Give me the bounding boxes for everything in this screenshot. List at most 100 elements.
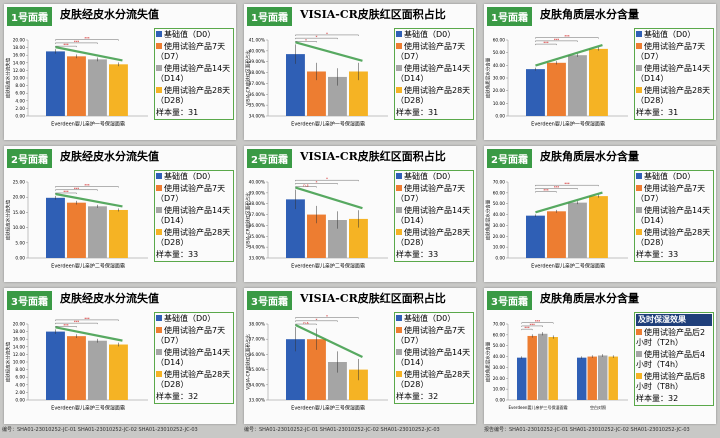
sig-label: *** <box>84 37 90 41</box>
legend-label: 基础值（D0） <box>404 314 456 323</box>
bar <box>349 71 368 116</box>
chart-title: 皮肤角质层水分含量 <box>540 150 639 163</box>
bar <box>589 196 608 258</box>
sig-bracket <box>55 189 98 191</box>
chart: 皮肤角质层水分含量 0.00 10.00 20.00 30.00 40.00 50.00 60… <box>485 180 628 270</box>
legend-swatch <box>156 207 162 213</box>
legend-item: 使用试验产品14天（D14） <box>396 206 472 226</box>
legend: 基础值（D0） 使用试验产品7天（D7） 使用试验产品14天（D14） 使用试验产品2… <box>394 312 474 404</box>
y-axis-label: 皮肤角质层水分含量 <box>485 57 492 98</box>
legend-item: 使用试验产品14天（D14） <box>636 64 712 84</box>
y-tick-label: 40.00 <box>493 354 506 360</box>
y-axis-label: 皮肤角质层水分含量 <box>485 199 492 240</box>
legend-swatch <box>156 327 162 333</box>
bar <box>67 336 86 400</box>
bar <box>547 62 566 116</box>
trend-arrow <box>294 324 363 358</box>
legend-swatch <box>396 65 402 71</box>
legend-label: 使用试验产品7天（D7） <box>636 184 706 203</box>
legend-swatch <box>396 349 402 355</box>
legend-item: 使用试验产品28天（D28） <box>636 86 712 106</box>
sig-bracket <box>55 322 98 325</box>
bar <box>67 56 86 116</box>
legend-swatch <box>396 229 402 235</box>
chart: VISIA-CR皮肤红区面积占比 33.00% 34.00% 35.00% 36.00%… <box>245 315 388 412</box>
sample-size: 样本量：31 <box>156 108 199 117</box>
y-axis-label: VISIA-CR皮肤红区面积占比 <box>245 334 252 390</box>
sig-label: * <box>326 177 328 181</box>
legend-label: 使用试验产品28天（D28） <box>636 228 711 247</box>
sig-bracket <box>295 317 359 319</box>
y-tick-label: 40.00% <box>249 180 265 186</box>
sig-bracket <box>55 39 119 41</box>
sig-bracket <box>55 186 119 188</box>
sample-size: 样本量：32 <box>636 394 679 403</box>
legend-swatch <box>636 185 642 191</box>
legend-item: 使用试验产品14天（D14） <box>636 206 712 226</box>
bar <box>589 48 608 116</box>
x-tick-label: Everdeen婴儿亲护三号保湿面霜 <box>51 405 125 412</box>
x-tick-label: Everdeen婴儿亲护二号保湿面霜 <box>51 263 125 270</box>
bar <box>109 64 128 116</box>
panel-tag: 1号面霜 <box>7 7 52 26</box>
legend-item: 使用试验产品28天（D28） <box>636 228 712 248</box>
legend-item: 基础值（D0） <box>156 314 232 324</box>
x-tick-label: Everdeen婴儿亲护一号保湿面霜 <box>51 121 125 128</box>
bar <box>349 369 368 400</box>
y-tick-label: 33.00% <box>249 256 265 262</box>
bar <box>46 197 65 258</box>
y-tick-label: 12.00 <box>13 352 26 358</box>
legend-swatch <box>636 173 642 179</box>
sample-size: 样本量：31 <box>636 108 679 117</box>
legend-item: 使用试验产品7天（D7） <box>156 326 232 346</box>
legend-label: 使用试验产品28天（D28） <box>636 86 711 105</box>
sig-bracket <box>55 45 77 48</box>
trend-arrow <box>295 186 363 210</box>
y-tick-label: 10.00 <box>493 387 506 393</box>
sig-label: *** <box>543 189 549 193</box>
y-tick-label: 38.00% <box>249 70 265 76</box>
sample-size: 样本量：32 <box>396 392 439 401</box>
panel-tag: 2号面霜 <box>7 149 52 168</box>
y-tick-label: 20.00 <box>493 234 506 240</box>
y-tick-label: 20.00 <box>493 88 506 94</box>
footer-text: 报告编号：SHA01-23010252-JC-01 SHA01-23010252… <box>484 427 690 433</box>
legend-item: 使用试验产品7天（D7） <box>396 42 472 62</box>
legend-swatch <box>636 65 642 71</box>
legend-item: 基础值（D0） <box>396 314 472 324</box>
panel: 2号面霜 VISIA-CR皮肤红区面积占比 VISIA-CR皮肤红区面积占比 33.0… <box>244 146 476 282</box>
sig-label: *** <box>84 184 90 188</box>
legend-swatch <box>156 31 162 37</box>
sample-size: 样本量：33 <box>156 250 199 259</box>
legend-item: 基础值（D0） <box>636 172 712 182</box>
sig-bracket <box>521 322 554 324</box>
sig-bracket <box>535 184 599 187</box>
y-tick-label: 4.00 <box>15 98 25 104</box>
legend-label: 基础值（D0） <box>644 172 696 181</box>
y-tick-label: 40.00 <box>493 63 506 69</box>
legend-item: 使用试验产品7天（D7） <box>396 326 472 346</box>
bar <box>547 211 566 258</box>
y-tick-label: 10.00 <box>13 225 26 231</box>
sig-label: *** <box>63 190 69 194</box>
bar <box>46 51 65 116</box>
x-tick-label: Everdeen婴儿亲护二号保湿面霜 <box>531 263 605 270</box>
sig-label: *** <box>554 38 560 42</box>
y-tick-label: 0.00 <box>495 114 505 120</box>
y-tick-label: 36.00% <box>249 352 265 358</box>
legend-swatch <box>396 327 402 333</box>
panel-tag: 3号面霜 <box>247 291 292 310</box>
bar <box>88 206 107 258</box>
sig-bracket <box>295 41 317 43</box>
y-tick-label: 20.00 <box>13 195 26 201</box>
y-axis-label: VISIA-CR皮肤红区面积占比 <box>245 50 252 106</box>
x-tick-label: Everdeen婴儿亲护一号保湿面霜 <box>531 121 605 128</box>
badge: 及时保湿效果 <box>636 314 712 326</box>
legend-item: 使用试验产品14天（D14） <box>396 348 472 368</box>
legend-label: 使用试验产品14天（D14） <box>156 348 231 367</box>
legend-label: 使用试验产品28天（D28） <box>156 86 231 105</box>
y-tick-label: 70.00 <box>493 180 506 186</box>
y-tick-label: 0.00 <box>15 256 25 262</box>
